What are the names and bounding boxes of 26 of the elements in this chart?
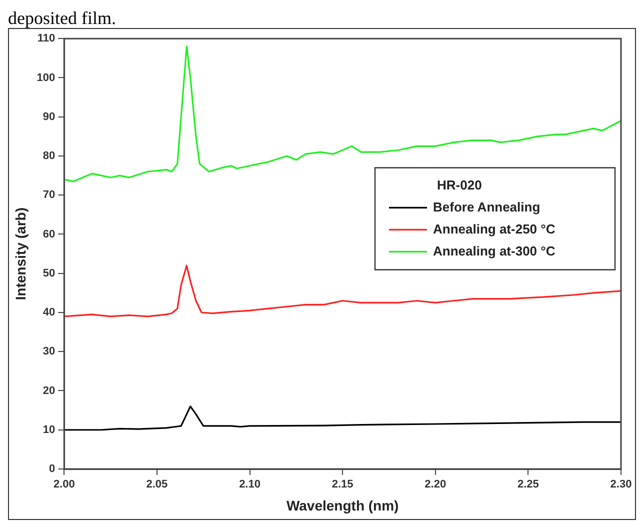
y-tick-label: 90: [42, 110, 56, 123]
y-tick-label: 60: [42, 228, 56, 240]
x-tick-label: 2.30: [610, 478, 632, 491]
x-tick-label: 2.25: [517, 478, 539, 491]
text: deposited film.: [8, 8, 117, 28]
y-tick-label: 30: [42, 346, 56, 358]
y-tick-label: 110: [37, 32, 56, 45]
x-axis-title: Wavelength (nm): [286, 497, 399, 514]
y-tick-label: 100: [36, 72, 56, 84]
y-tick-label: 0: [49, 463, 56, 476]
y-axis-title: Intensity (arb): [12, 208, 28, 300]
x-tick-label: 2.05: [146, 478, 168, 491]
y-tick-label: 50: [42, 267, 56, 280]
x-tick-label: 2.10: [239, 478, 260, 491]
y-tick-label: 10: [42, 424, 56, 436]
y-tick-label: 80: [42, 150, 56, 162]
legend-label: Before Annealing: [433, 199, 540, 214]
x-tick-label: 2.00: [53, 478, 75, 491]
y-tick-label: 40: [42, 306, 56, 319]
x-tick-label: 2.15: [332, 478, 354, 491]
legend-title: HR-020: [437, 177, 482, 192]
x-tick-label: 2.20: [424, 478, 446, 491]
legend-label: Annealing at-300 °C: [433, 243, 556, 258]
y-tick-label: 70: [42, 189, 56, 202]
y-tick-label: 20: [42, 384, 56, 397]
legend-label: Annealing at-250 °C: [433, 221, 556, 236]
